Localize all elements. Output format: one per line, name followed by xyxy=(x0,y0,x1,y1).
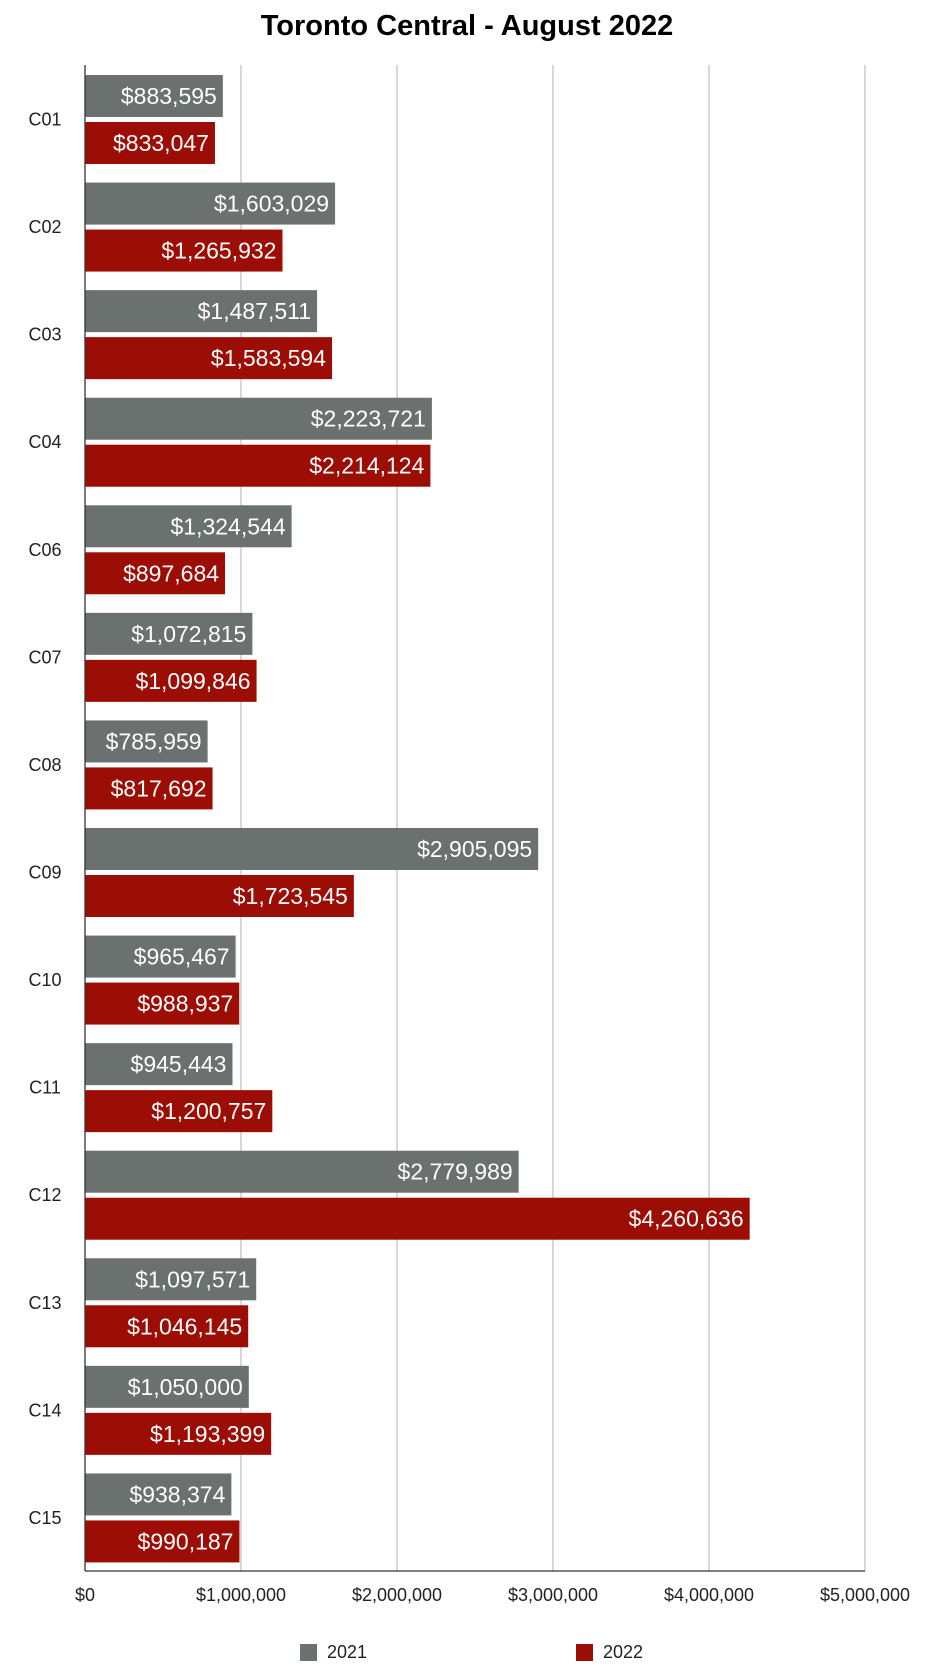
bar-2022-C11 xyxy=(85,1090,273,1133)
x-tick-label: $4,000,000 xyxy=(664,1585,754,1605)
data-label: $945,443 xyxy=(131,1051,227,1077)
bars: $883,595 $833,047 $1,603,029 $1,265,932 $1,4… xyxy=(85,75,750,1563)
legend-item-2021: 2021 xyxy=(300,1642,367,1663)
category-label: C10 xyxy=(28,970,61,990)
bar-2022-C08 xyxy=(85,767,213,810)
data-label: $1,050,000 xyxy=(128,1374,243,1400)
category-label: C09 xyxy=(28,863,61,883)
data-label: $1,046,145 xyxy=(127,1313,242,1339)
category-label: C11 xyxy=(29,1078,61,1098)
data-label: $785,959 xyxy=(106,728,202,754)
legend-item-2022: 2022 xyxy=(576,1642,643,1663)
data-label: $1,099,846 xyxy=(135,668,250,694)
data-label: $833,047 xyxy=(113,130,209,156)
bar-2022-C03 xyxy=(85,337,333,380)
category-label: C03 xyxy=(28,325,61,345)
data-label: $988,937 xyxy=(137,991,233,1017)
legend-swatch-2022 xyxy=(576,1644,593,1661)
category-label: C06 xyxy=(28,540,61,560)
legend-label-2022: 2022 xyxy=(603,1642,644,1662)
grid-lines xyxy=(240,65,866,1571)
bar-2021-C06 xyxy=(85,505,292,548)
data-label: $1,072,815 xyxy=(131,621,246,647)
bar-2021-C02 xyxy=(85,182,336,225)
category-label: C01 xyxy=(28,110,61,130)
x-tick-label: $0 xyxy=(75,1585,95,1605)
bar-2022-C01 xyxy=(85,122,215,164)
data-label: $965,467 xyxy=(134,944,230,970)
bar-2022-C15 xyxy=(85,1520,240,1563)
data-label: $2,779,989 xyxy=(398,1159,513,1185)
category-label: C14 xyxy=(28,1400,61,1420)
x-tick-label: $5,000,000 xyxy=(820,1585,910,1605)
bar-2022-C09 xyxy=(85,875,354,917)
axes: $0 $1,000,000 $2,000,000 $3,000,000 $4,000,0… xyxy=(28,65,910,1605)
data-label: $938,374 xyxy=(129,1481,225,1507)
bar-2022-C02 xyxy=(85,229,283,272)
data-label: $1,723,545 xyxy=(233,883,348,909)
x-tick-label: $3,000,000 xyxy=(508,1585,598,1605)
bar-2021-C01 xyxy=(85,75,223,117)
data-label: $1,603,029 xyxy=(214,191,329,217)
data-label: $1,097,571 xyxy=(135,1266,250,1292)
bar-2021-C10 xyxy=(85,935,236,978)
chart-title: Toronto Central - August 2022 xyxy=(260,10,674,42)
legend-label-2021: 2021 xyxy=(327,1642,368,1662)
data-label: $990,187 xyxy=(138,1528,234,1554)
x-tick-label: $2,000,000 xyxy=(352,1585,442,1605)
data-label: $1,487,511 xyxy=(198,298,311,324)
data-label: $2,214,124 xyxy=(309,453,424,479)
bar-2021-C13 xyxy=(85,1258,257,1301)
x-tick-label: $1,000,000 xyxy=(196,1585,286,1605)
data-label: $1,324,544 xyxy=(171,513,286,539)
bar-2022-C07 xyxy=(85,659,257,702)
bar-2022-C06 xyxy=(85,552,226,595)
data-label: $883,595 xyxy=(121,83,217,109)
category-label: C12 xyxy=(28,1185,61,1205)
category-label: C15 xyxy=(28,1508,61,1528)
bar-2021-C03 xyxy=(85,290,318,333)
bar-2022-C10 xyxy=(85,982,240,1025)
bar-2021-C04 xyxy=(85,397,432,440)
bar-2021-C11 xyxy=(85,1043,233,1086)
bar-2021-C07 xyxy=(85,612,253,655)
category-label: C02 xyxy=(28,217,61,237)
data-label: $1,583,594 xyxy=(211,345,326,371)
legend-swatch-2021 xyxy=(300,1644,317,1661)
data-label: $897,684 xyxy=(123,560,219,586)
bar-2021-C09 xyxy=(85,828,539,870)
bar-2021-C14 xyxy=(85,1365,249,1408)
data-label: $2,223,721 xyxy=(311,406,426,432)
data-label: $1,200,757 xyxy=(151,1098,266,1124)
category-label: C04 xyxy=(28,432,61,452)
bar-2021-C08 xyxy=(85,720,208,763)
data-label: $4,260,636 xyxy=(629,1206,744,1232)
category-label: C08 xyxy=(28,755,61,775)
data-label: $1,265,932 xyxy=(161,238,276,264)
data-label: $817,692 xyxy=(111,775,207,801)
bar-2021-C12 xyxy=(85,1150,519,1193)
data-label: $1,193,399 xyxy=(150,1421,265,1447)
bar-2022-C04 xyxy=(85,444,431,487)
category-label: C13 xyxy=(28,1293,61,1313)
bar-2021-C15 xyxy=(85,1473,232,1516)
bar-2022-C14 xyxy=(85,1412,272,1455)
data-label: $2,905,095 xyxy=(417,836,532,862)
category-label: C07 xyxy=(28,647,61,667)
bar-2022-C13 xyxy=(85,1305,249,1348)
bar-2022-C12 xyxy=(85,1197,750,1240)
